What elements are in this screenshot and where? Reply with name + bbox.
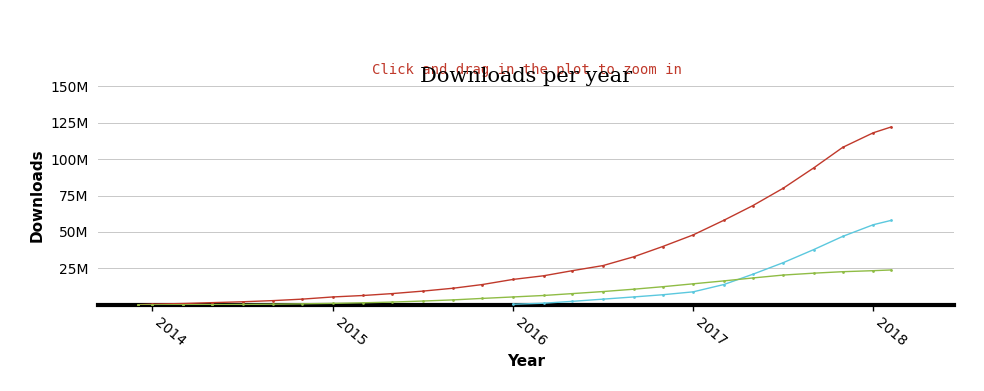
Y-axis label: Downloads: Downloads — [30, 149, 44, 242]
Title: Downloads per year: Downloads per year — [420, 67, 633, 86]
X-axis label: Year: Year — [508, 354, 545, 369]
Text: Click and drag in the plot to zoom in: Click and drag in the plot to zoom in — [372, 63, 681, 77]
